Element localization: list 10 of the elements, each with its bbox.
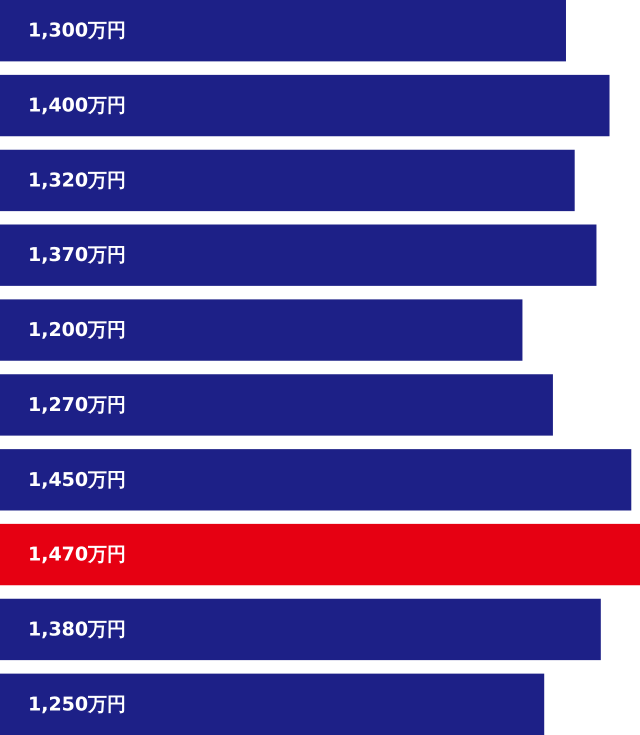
data-label: 1,450万円 (28, 468, 126, 491)
data-label: 1,300万円 (28, 20, 126, 42)
data-label: 1,320万円 (28, 169, 126, 192)
data-label: 1,400万円 (28, 94, 126, 117)
data-label: 1,250万円 (28, 693, 126, 716)
data-label: 1,270万円 (28, 394, 126, 416)
data-label: 1,200万円 (28, 319, 126, 342)
data-label: 1,470万円 (28, 544, 126, 566)
data-label: 1,380万円 (28, 618, 126, 640)
data-label: 1,370万円 (28, 244, 126, 266)
